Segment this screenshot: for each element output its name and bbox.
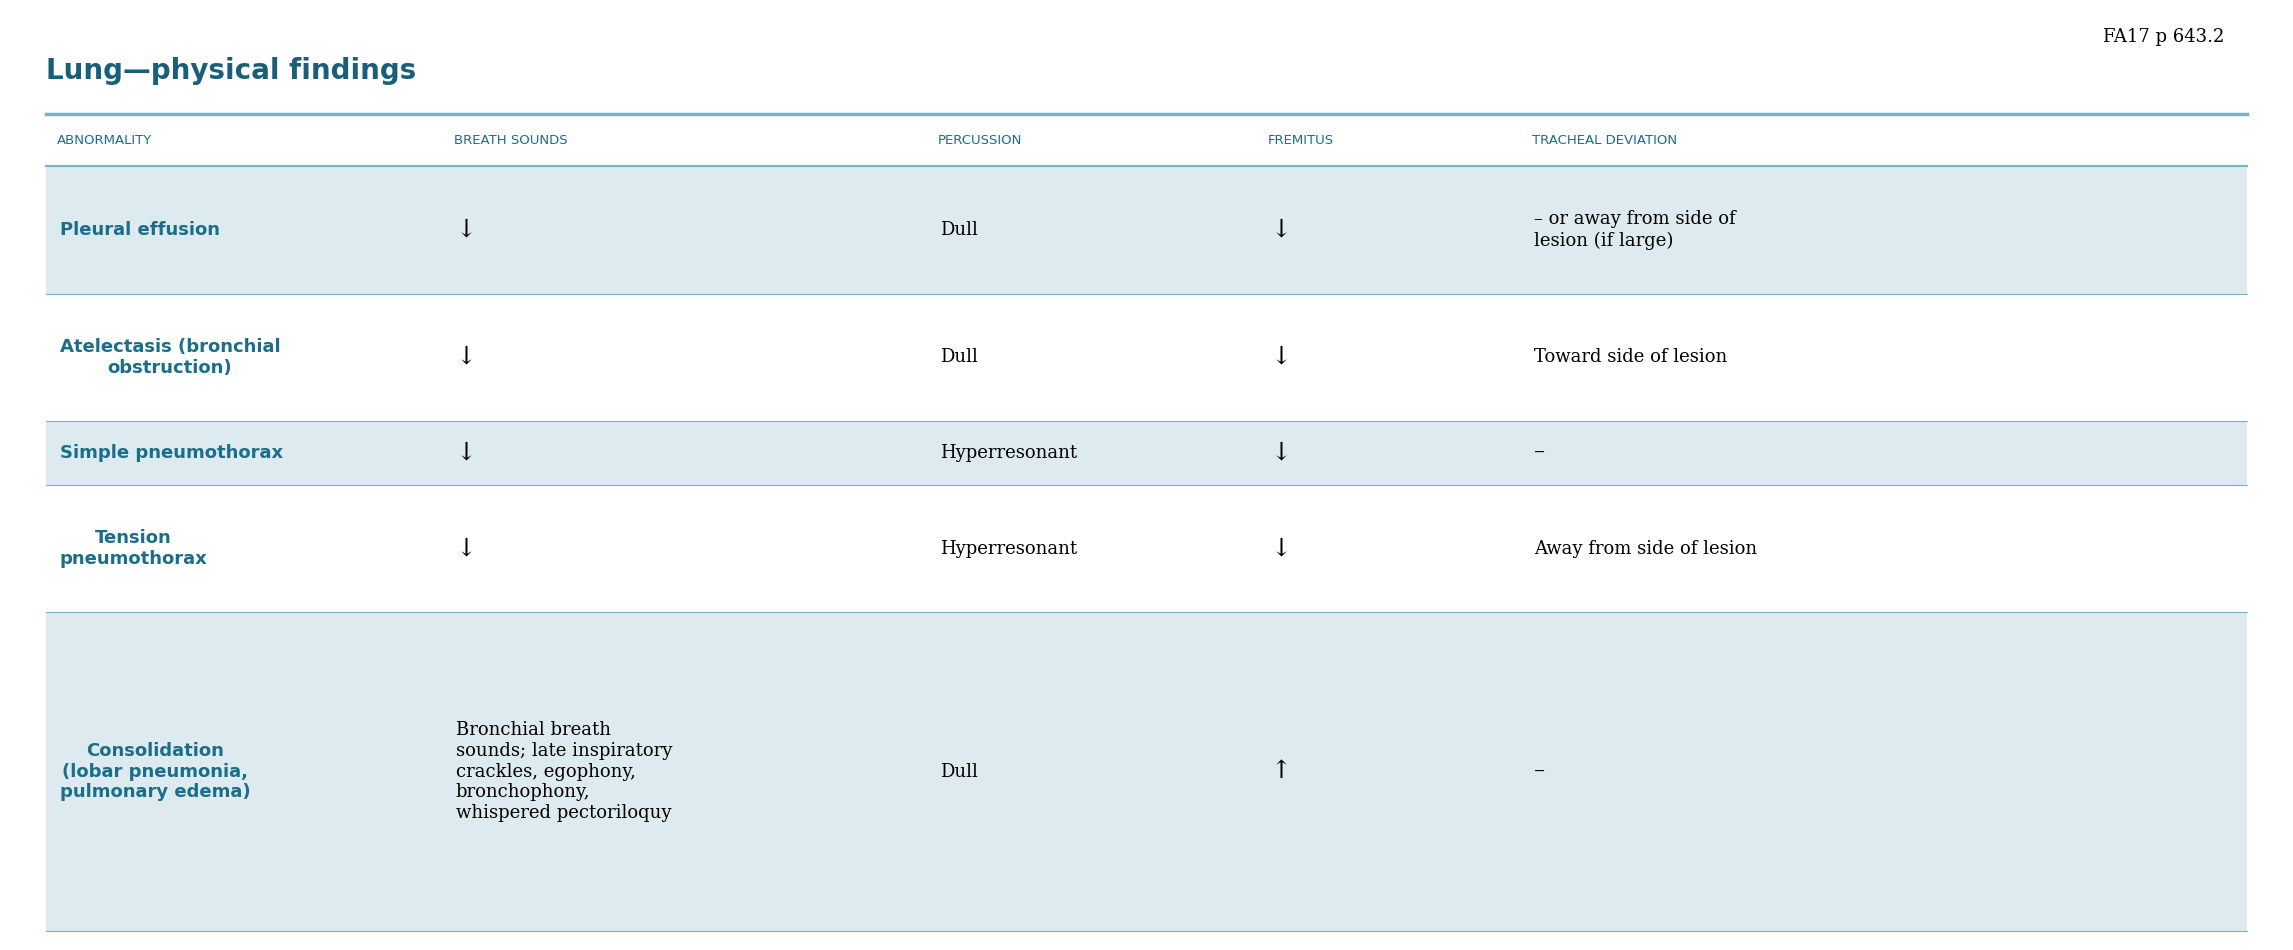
Text: ↓: ↓ — [1270, 218, 1291, 241]
Text: Tension
pneumothorax: Tension pneumothorax — [60, 529, 206, 568]
Text: ↓: ↓ — [456, 442, 477, 465]
Text: FREMITUS: FREMITUS — [1268, 134, 1335, 146]
Text: ↓: ↓ — [456, 346, 477, 369]
Text: Bronchial breath
sounds; late inspiratory
crackles, egophony,
bronchophony,
whis: Bronchial breath sounds; late inspirator… — [456, 721, 672, 823]
Text: Hyperresonant: Hyperresonant — [940, 444, 1078, 462]
Text: ↓: ↓ — [456, 218, 477, 241]
Text: TRACHEAL DEVIATION: TRACHEAL DEVIATION — [1532, 134, 1676, 146]
Text: Simple pneumothorax: Simple pneumothorax — [60, 444, 282, 462]
Text: Dull: Dull — [940, 221, 979, 239]
FancyBboxPatch shape — [46, 421, 2247, 484]
FancyBboxPatch shape — [46, 166, 2247, 294]
FancyBboxPatch shape — [46, 613, 2247, 931]
Text: ↓: ↓ — [1270, 442, 1291, 465]
FancyBboxPatch shape — [46, 294, 2247, 421]
Text: FA17 p 643.2: FA17 p 643.2 — [2103, 28, 2224, 47]
Text: – or away from side of
lesion (if large): – or away from side of lesion (if large) — [1534, 211, 1736, 250]
Text: ↓: ↓ — [1270, 537, 1291, 560]
Text: –: – — [1534, 442, 1545, 464]
Text: ↑: ↑ — [1270, 760, 1291, 783]
FancyBboxPatch shape — [46, 484, 2247, 613]
Text: Atelectasis (bronchial
obstruction): Atelectasis (bronchial obstruction) — [60, 338, 280, 377]
Text: Consolidation
(lobar pneumonia,
pulmonary edema): Consolidation (lobar pneumonia, pulmonar… — [60, 742, 250, 802]
Text: Away from side of lesion: Away from side of lesion — [1534, 540, 1759, 558]
Text: Lung—physical findings: Lung—physical findings — [46, 57, 415, 86]
Text: ABNORMALITY: ABNORMALITY — [57, 134, 154, 146]
Text: ↓: ↓ — [456, 537, 477, 560]
Text: Toward side of lesion: Toward side of lesion — [1534, 349, 1727, 367]
Text: Pleural effusion: Pleural effusion — [60, 221, 220, 239]
Text: Dull: Dull — [940, 763, 979, 781]
Text: Dull: Dull — [940, 349, 979, 367]
Text: –: – — [1534, 761, 1545, 783]
Text: PERCUSSION: PERCUSSION — [938, 134, 1023, 146]
Text: BREATH SOUNDS: BREATH SOUNDS — [454, 134, 566, 146]
Text: Hyperresonant: Hyperresonant — [940, 540, 1078, 558]
Text: ↓: ↓ — [1270, 346, 1291, 369]
